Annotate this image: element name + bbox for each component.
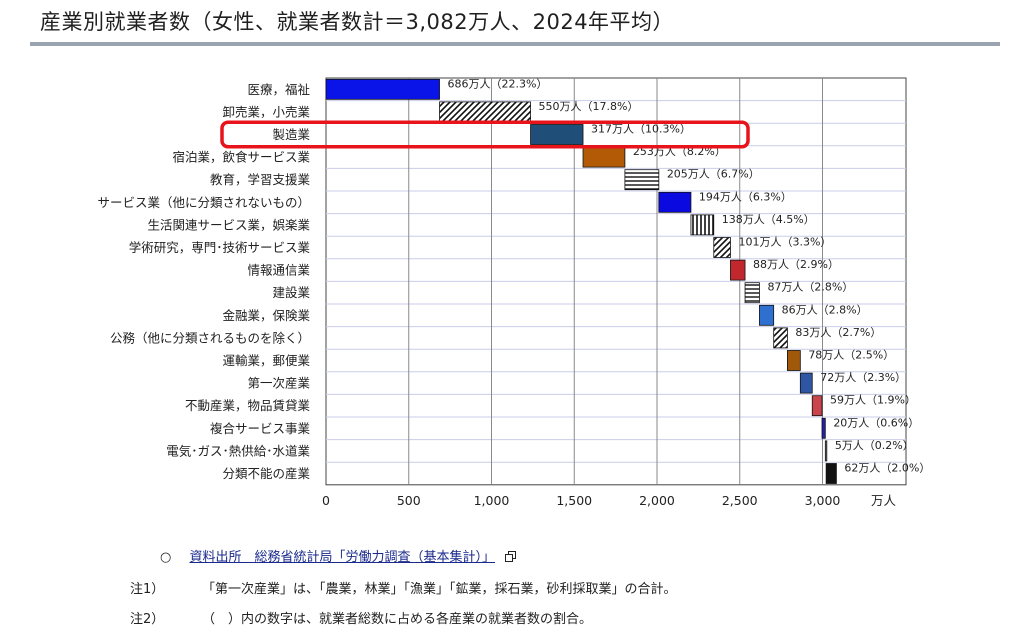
x-tick-label: 1,000: [474, 493, 510, 508]
axis-layer: 0 500 1,000 1,500 2,000 2,500 3,000 万人: [322, 493, 896, 508]
title-divider: [30, 42, 1000, 46]
data-label: 317万人（10.3%）: [591, 123, 691, 136]
bar: [690, 214, 715, 236]
bar: [439, 101, 531, 123]
category-label: 電気･ガス･熱供給･水道業: [166, 443, 310, 458]
category-label: 医療，福祉: [247, 82, 310, 97]
data-label: 194万人（6.3%）: [699, 190, 792, 203]
data-label: 20万人（0.6%）: [833, 416, 919, 429]
data-label: 686万人（22.3%）: [448, 77, 548, 90]
category-label: 教育，学習支援業: [210, 172, 311, 187]
source-bullet: ○: [160, 550, 172, 565]
category-label: 金融業，保険業: [222, 308, 310, 323]
category-label: 学術研究，専門･技術サービス業: [129, 240, 311, 255]
external-link-icon[interactable]: [505, 551, 517, 562]
note-2: 注2） （ ）内の数字は、就業者総数に占める各産業の就業者数の割合。: [130, 608, 592, 627]
note-1-text: 「第一次産業」は、「農業，林業」「漁業」「鉱業，採石業，砂利採取業」の合計。: [202, 582, 677, 597]
data-label: 88万人（2.9%）: [753, 258, 839, 271]
x-tick-label: 0: [322, 493, 330, 508]
category-label: 運輸業，郵便業: [222, 353, 310, 368]
bar: [799, 372, 813, 394]
data-label: 62万人（2.0%）: [844, 462, 930, 475]
bar: [325, 78, 440, 100]
category-label: 不動産業，物品賃貸業: [185, 398, 311, 413]
category-label: サービス業（他に分類されないもの）: [97, 195, 310, 210]
category-label: 建設業: [272, 285, 310, 300]
data-label: 72万人（2.3%）: [820, 371, 906, 384]
data-label: 78万人（2.5%）: [808, 349, 894, 362]
bar: [658, 191, 692, 213]
x-tick-label: 500: [397, 493, 421, 508]
data-label: 87万人（2.8%）: [767, 281, 853, 294]
category-label: 製造業: [272, 127, 310, 142]
data-label: 138万人（4.5%）: [722, 213, 815, 226]
bar: [825, 463, 837, 484]
bar: [730, 259, 746, 281]
page-title: 産業別就業者数（女性、就業者数計＝3,082万人、2024年平均）: [40, 10, 675, 34]
source-line: ○ 資料出所 総務省統計局「労働力調査（基本集計）」: [160, 546, 517, 565]
x-tick-label: 1,500: [556, 493, 592, 508]
bars-layer: [325, 78, 837, 484]
bar: [713, 237, 731, 258]
category-label: 情報通信業: [247, 263, 310, 278]
bar: [787, 350, 801, 371]
data-label: 5万人（0.2%）: [835, 439, 914, 452]
category-label: 複合サービス事業: [210, 421, 311, 436]
data-label: 86万人（2.8%）: [782, 303, 868, 316]
category-label: 公務（他に分類されるものを除く）: [110, 330, 310, 345]
note-2-text: （ ）内の数字は、就業者総数に占める各産業の就業者数の割合。: [202, 612, 593, 627]
data-label: 59万人（1.9%）: [830, 394, 916, 407]
category-label: 分類不能の産業: [222, 466, 310, 481]
labels-layer: 医療，福祉 686万人（22.3%） 卸売業，小売業 550万人（17.8%） 製造業 3…: [97, 77, 930, 481]
bar: [759, 304, 775, 326]
bar: [582, 146, 626, 168]
note-2-label: 注2）: [130, 612, 165, 627]
note-1-label: 注1）: [130, 582, 165, 597]
data-label: 83万人（2.7%）: [795, 326, 881, 339]
category-label: 生活関連サービス業，娯楽業: [147, 217, 310, 232]
note-1: 注1） 「第一次産業」は、「農業，林業」「漁業」「鉱業，採石業，砂利採取業」の合計…: [130, 578, 677, 597]
bar: [824, 440, 828, 462]
x-axis-unit: 万人: [871, 493, 897, 508]
category-label: 宿泊業，飲食サービス業: [172, 150, 310, 165]
x-tick-label: 2,000: [639, 493, 675, 508]
data-label: 101万人（3.3%）: [738, 236, 831, 249]
bar: [821, 417, 826, 439]
bar: [624, 169, 660, 191]
x-tick-label: 3,000: [805, 493, 841, 508]
bar: [530, 124, 584, 145]
industry-employment-chart: 医療，福祉 686万人（22.3%） 卸売業，小売業 550万人（17.8%） 製造業 3…: [97, 77, 930, 508]
bar: [811, 395, 823, 417]
highlight-box: [220, 120, 750, 149]
category-label: 第一次産業: [247, 376, 310, 391]
bar: [744, 282, 760, 304]
category-label: 卸売業，小売業: [222, 104, 310, 119]
x-tick-label: 2,500: [722, 493, 758, 508]
source-link[interactable]: 資料出所 総務省統計局「労働力調査（基本集計）」: [189, 550, 495, 565]
data-label: 205万人（6.7%）: [667, 168, 760, 181]
bar: [773, 327, 788, 349]
data-label: 550万人（17.8%）: [539, 100, 639, 113]
